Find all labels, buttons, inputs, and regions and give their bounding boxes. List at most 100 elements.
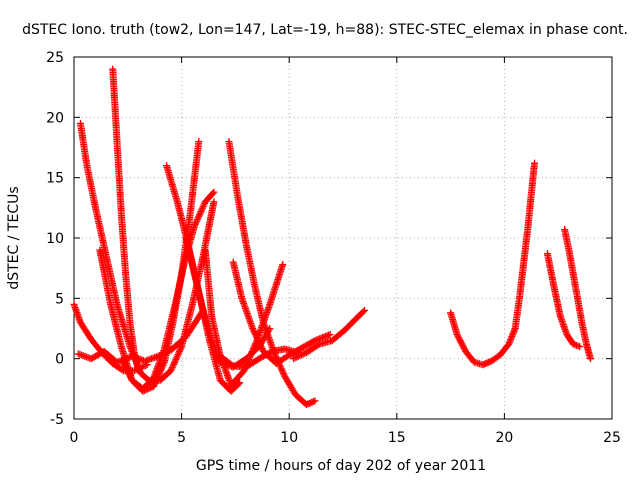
data-point	[249, 325, 257, 332]
data-point	[299, 350, 307, 358]
x-tick-label: 15	[388, 430, 406, 446]
data-point	[176, 346, 184, 354]
data-point	[277, 363, 285, 371]
data-point	[198, 206, 206, 214]
y-tick-label: 20	[46, 110, 64, 126]
data-point	[155, 370, 163, 378]
data-point	[196, 209, 204, 217]
data-series	[76, 119, 155, 387]
data-point	[160, 360, 168, 368]
data-point	[298, 351, 306, 359]
data-series	[447, 309, 519, 369]
data-point	[280, 371, 288, 379]
data-point	[254, 335, 262, 343]
data-series	[290, 306, 369, 363]
data-point	[459, 341, 467, 349]
data-point	[169, 362, 177, 370]
chart-title: dSTEC Iono. truth (tow2, Lon=147, Lat=-1…	[22, 22, 628, 38]
data-point	[175, 347, 183, 355]
data-point	[135, 367, 143, 375]
data-point	[249, 346, 257, 354]
data-point	[195, 212, 203, 220]
data-point	[249, 326, 257, 334]
data-point	[576, 343, 584, 351]
data-point	[150, 382, 158, 390]
data-point	[191, 222, 199, 230]
data-point	[293, 353, 301, 361]
y-tick-label: 25	[46, 50, 64, 66]
data-point	[455, 335, 463, 343]
data-point	[311, 397, 319, 405]
data-point	[195, 137, 203, 145]
data-point	[453, 331, 461, 339]
data-point	[234, 380, 242, 388]
data-point	[359, 308, 367, 316]
data-series	[561, 226, 594, 363]
x-tick-labels: 0 5 10 15 20 25	[70, 430, 621, 446]
x-tick-label: 10	[280, 430, 298, 446]
data-point	[158, 363, 166, 371]
y-tick-label: -5	[50, 412, 64, 428]
data-point	[173, 354, 181, 362]
data-point	[125, 369, 133, 377]
data-point	[279, 368, 287, 376]
data-point	[123, 366, 131, 374]
data-series	[216, 345, 302, 371]
data-point	[127, 373, 135, 381]
data-point	[250, 328, 258, 336]
data-points	[70, 65, 594, 409]
data-point	[197, 207, 205, 215]
data-point	[458, 340, 466, 348]
data-point	[124, 367, 132, 375]
x-tick-label: 0	[70, 430, 79, 446]
data-point	[170, 360, 178, 368]
data-point	[120, 360, 128, 368]
data-point	[255, 338, 263, 346]
data-point	[326, 331, 334, 339]
data-point	[125, 370, 133, 378]
data-point	[139, 387, 147, 395]
data-point	[157, 366, 165, 374]
data-point	[210, 188, 218, 196]
y-axis-label: dSTEC / TECUs	[6, 186, 22, 289]
y-tick-label: 5	[55, 291, 64, 307]
y-tick-label: 10	[46, 231, 64, 247]
data-point	[252, 332, 260, 340]
data-point	[457, 338, 465, 346]
x-tick-label: 25	[603, 430, 621, 446]
data-point	[361, 306, 369, 314]
data-point	[236, 379, 244, 387]
data-series	[511, 159, 539, 332]
data-point	[142, 386, 150, 394]
data-point	[277, 365, 285, 373]
x-tick-label: 20	[495, 430, 513, 446]
axis-ticks	[73, 56, 613, 420]
y-tick-label: 0	[55, 352, 64, 368]
x-tick-label: 5	[177, 430, 186, 446]
data-point	[531, 159, 539, 167]
grid	[74, 57, 612, 419]
data-point	[258, 344, 266, 352]
data-point	[291, 354, 299, 362]
data-point	[256, 340, 264, 348]
data-point	[122, 364, 130, 372]
data-point	[173, 352, 181, 360]
x-axis-label: GPS time / hours of day 202 of year 2011	[196, 458, 486, 474]
data-point	[294, 352, 302, 360]
data-point	[193, 217, 201, 225]
data-point	[121, 361, 129, 369]
data-point	[586, 355, 594, 363]
data-point	[210, 198, 218, 206]
data-point	[193, 215, 201, 223]
data-point	[170, 359, 178, 367]
data-point	[126, 372, 134, 380]
data-point	[272, 353, 280, 361]
data-point	[267, 348, 275, 356]
data-point	[119, 358, 127, 366]
data-point	[228, 361, 236, 369]
data-point	[171, 357, 179, 365]
data-point	[145, 384, 153, 392]
data-point	[455, 334, 463, 342]
data-point	[192, 219, 200, 227]
